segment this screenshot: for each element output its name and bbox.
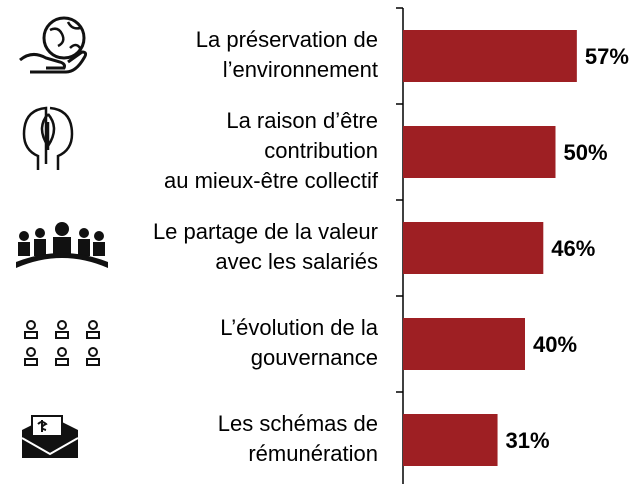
bar [403, 222, 544, 274]
category-label: l’environnement [223, 57, 378, 82]
icon-globe [19, 16, 88, 74]
category-label: Les schémas de [218, 411, 378, 436]
value-label: 50% [564, 140, 608, 165]
value-label: 31% [506, 428, 550, 453]
icon-heads [22, 106, 74, 170]
category-label: rémunération [248, 441, 378, 466]
category-label: contribution [264, 138, 378, 163]
category-label: La préservation de [196, 27, 378, 52]
category-label: La raison d’être [226, 108, 378, 133]
icon-people [16, 222, 108, 268]
bar [403, 126, 556, 178]
icon-envelope [21, 415, 79, 458]
category-label: avec les salariés [215, 249, 378, 274]
icon-persons-grid [24, 320, 100, 366]
value-label: 40% [533, 332, 577, 357]
bar [403, 30, 577, 82]
category-label: gouvernance [251, 345, 378, 370]
bar [403, 414, 498, 466]
category-label: L’évolution de la [220, 315, 379, 340]
icons [16, 16, 108, 458]
value-label: 46% [551, 236, 595, 261]
category-label: au mieux-être collectif [164, 168, 379, 193]
value-label: 57% [585, 44, 629, 69]
bar [403, 318, 525, 370]
category-label: Le partage de la valeur [153, 219, 378, 244]
